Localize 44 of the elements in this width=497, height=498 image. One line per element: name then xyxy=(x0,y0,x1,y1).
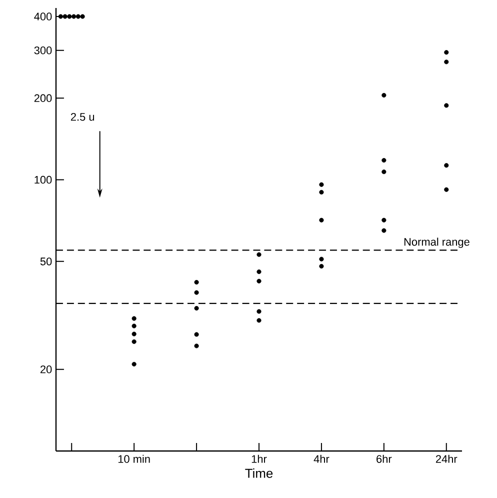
annotation: 2.5 u xyxy=(70,113,94,121)
y-tick-label: 20 xyxy=(40,366,52,374)
x-tick-label: 6hr xyxy=(376,454,392,463)
point xyxy=(444,163,449,168)
point xyxy=(132,332,136,336)
point xyxy=(382,228,386,233)
point xyxy=(132,362,136,366)
point xyxy=(444,60,449,64)
point xyxy=(382,158,386,163)
point xyxy=(194,290,199,295)
point xyxy=(132,339,136,344)
point xyxy=(256,252,262,257)
y-tick-label: 100 xyxy=(34,176,52,184)
x-axis-title: Time xyxy=(245,468,273,478)
x-tick-label: 10 min xyxy=(118,454,150,463)
point xyxy=(319,182,324,187)
point xyxy=(194,306,199,311)
x-tick-label: 4hr xyxy=(314,454,330,463)
point xyxy=(256,318,262,323)
point xyxy=(256,278,262,284)
y-tick-label: 400 xyxy=(34,12,52,20)
point xyxy=(444,187,449,192)
x-tick-label: 24hr xyxy=(436,454,458,463)
x-tick-label: 1hr xyxy=(252,454,267,463)
point xyxy=(194,280,199,285)
point xyxy=(319,264,324,269)
point xyxy=(256,269,262,274)
point xyxy=(319,256,324,262)
point xyxy=(382,92,386,98)
y-tick-label: 50 xyxy=(40,258,52,266)
point xyxy=(444,103,449,108)
point xyxy=(319,190,324,194)
point xyxy=(382,170,386,174)
point xyxy=(256,309,262,314)
point xyxy=(194,332,199,337)
y-tick-label: 200 xyxy=(34,94,52,102)
point xyxy=(132,316,136,321)
point xyxy=(194,344,199,348)
point xyxy=(132,324,136,328)
y-tick-label: 300 xyxy=(34,46,52,54)
annotation: Normal range xyxy=(404,238,470,248)
point xyxy=(319,218,324,222)
point xyxy=(444,50,449,55)
point xyxy=(382,218,386,222)
